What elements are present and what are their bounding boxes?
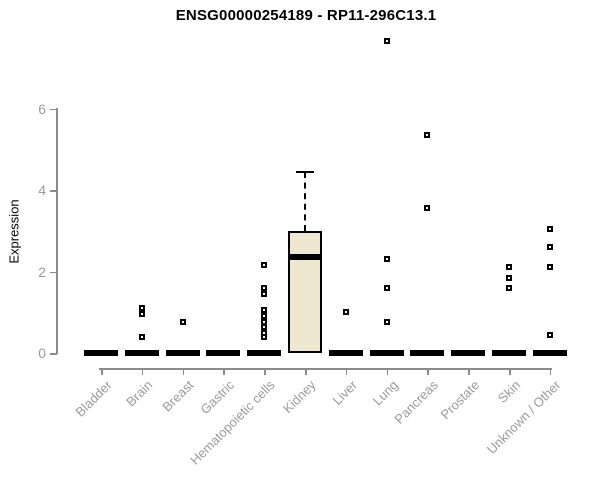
y-axis-tick [50, 353, 57, 355]
boxplot-median [532, 350, 567, 356]
x-axis-tick [101, 368, 103, 375]
x-tick-label: Breast [159, 377, 197, 415]
x-axis-tick [386, 368, 389, 375]
y-axis-tick [50, 271, 57, 274]
outlier-point [424, 132, 431, 139]
y-axis-line [56, 108, 58, 354]
outlier-point [546, 264, 553, 271]
x-axis-tick [223, 368, 225, 375]
x-tick-label: Unknown / Other [484, 377, 564, 457]
x-axis-tick [468, 368, 470, 375]
x-axis-tick [509, 368, 511, 375]
outlier-point [138, 333, 145, 340]
boxplot-median [369, 350, 404, 356]
outlier-point [383, 38, 390, 45]
outlier-point [261, 262, 268, 269]
x-axis-tick [264, 368, 266, 375]
outlier-point [383, 319, 390, 326]
y-tick-label: 2 [38, 263, 46, 280]
x-axis-tick [141, 368, 144, 375]
outlier-point [383, 284, 390, 291]
boxplot-median [247, 350, 282, 356]
outlier-point [138, 311, 145, 318]
boxplot-median [410, 350, 445, 356]
boxplot-whisker-cap [296, 170, 314, 173]
outlier-point [383, 256, 390, 263]
boxplot-median [124, 350, 159, 356]
x-tick-label: Liver [329, 377, 360, 408]
outlier-point [261, 307, 268, 314]
chart-title: ENSG00000254189 - RP11-296C13.1 [175, 7, 437, 24]
outlier-point [506, 264, 512, 271]
boxplot-median [84, 350, 118, 356]
x-tick-label: Lung [369, 377, 401, 409]
x-axis-tick [345, 368, 348, 375]
x-tick-label: Pancreas [391, 377, 442, 427]
outlier-point [179, 319, 186, 326]
x-axis-tick [549, 368, 552, 375]
boxplot-median [328, 350, 363, 356]
boxplot-median [492, 350, 526, 356]
outlier-point [506, 284, 512, 291]
boxplot-median [165, 350, 200, 356]
boxplot-median [288, 254, 322, 261]
outlier-point [546, 225, 553, 232]
outlier-point [506, 274, 512, 281]
y-axis-tick [50, 190, 57, 192]
outlier-point [138, 305, 145, 312]
x-axis-line [99, 368, 552, 370]
x-tick-label: Bladder [72, 377, 115, 420]
outlier-point [546, 331, 553, 338]
x-tick-label: Kidney [280, 377, 319, 417]
x-tick-label: Skin [494, 377, 523, 406]
boxplot-median [451, 350, 486, 356]
outlier-point [546, 244, 553, 251]
boxplot-median [206, 350, 241, 356]
boxplot-upper-whisker [304, 171, 306, 231]
outlier-point [261, 284, 268, 291]
x-axis-tick [427, 368, 429, 375]
y-axis-tick [50, 108, 57, 111]
boxplot-box [288, 230, 322, 353]
x-axis-tick [182, 368, 185, 375]
outlier-point [424, 205, 431, 212]
outlier-point [342, 309, 349, 316]
x-tick-label: Brain [123, 377, 156, 410]
outlier-point [261, 313, 268, 320]
x-tick-label: Gastric [197, 377, 238, 418]
x-axis-tick [305, 368, 307, 375]
outlier-point [261, 323, 268, 330]
y-tick-label: 6 [38, 100, 46, 117]
outlier-point [261, 333, 268, 340]
y-tick-label: 4 [38, 182, 46, 199]
y-tick-label: 0 [38, 345, 46, 361]
outlier-point [261, 290, 268, 297]
x-tick-label: Prostate [437, 377, 483, 423]
